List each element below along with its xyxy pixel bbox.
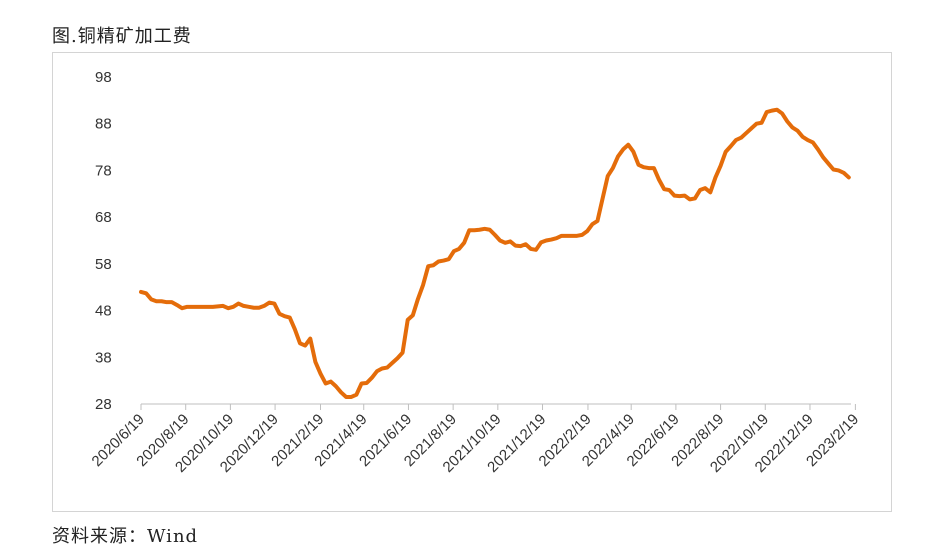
chart-title: 图.铜精矿加工费 [52,26,192,47]
series-line [139,107,851,399]
y-tick-label: 88 [95,116,112,133]
y-tick-label: 58 [95,256,112,273]
y-tick-label: 78 [95,162,112,179]
y-tick-label: 68 [95,209,112,226]
y-tick-label: 28 [95,396,112,413]
y-tick-label: 98 [95,69,112,86]
source-note: 资料来源：Wind [52,526,199,547]
y-tick-label: 38 [95,349,112,366]
y-tick-label: 48 [95,303,112,320]
